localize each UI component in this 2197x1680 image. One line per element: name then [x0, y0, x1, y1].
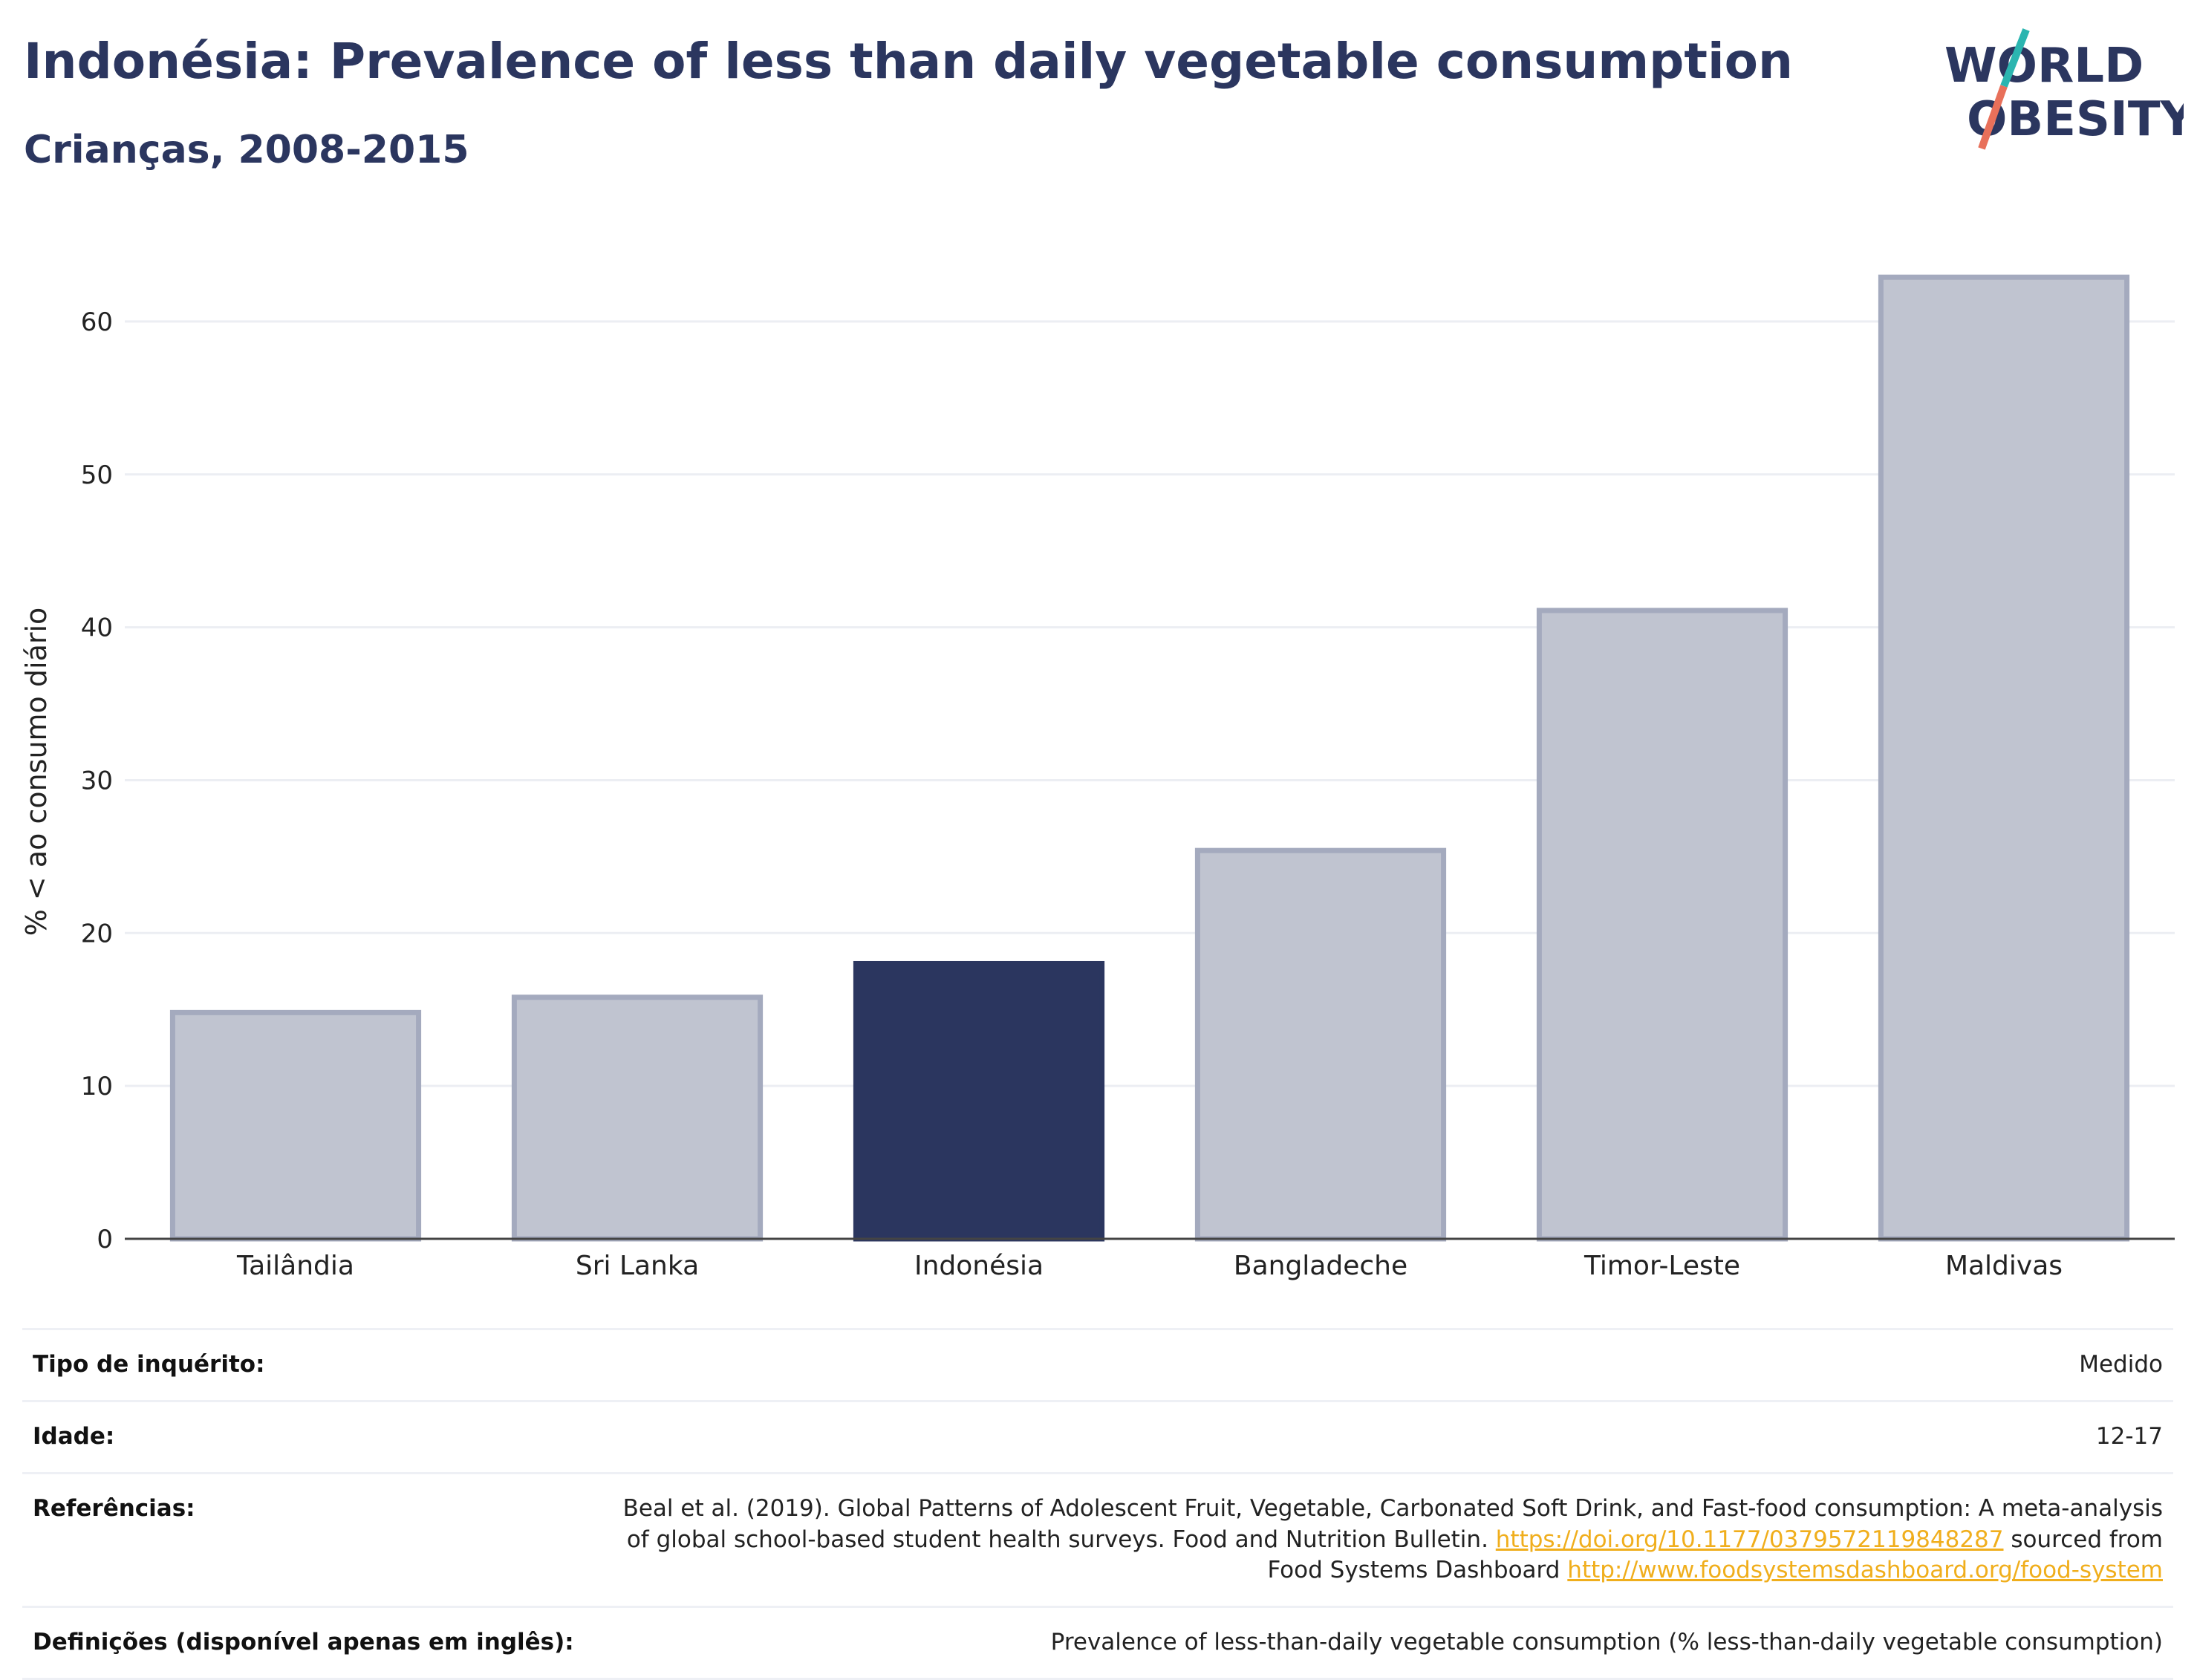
- logo-word-world: WORLD: [1944, 39, 2144, 94]
- y-tick-label: 10: [81, 1072, 113, 1101]
- references-text-1: Beal et al. (2019). Global Patterns of A…: [622, 1494, 2163, 1553]
- age-value: 12-17: [584, 1399, 2173, 1474]
- references-value: Beal et al. (2019). Global Patterns of A…: [584, 1471, 2173, 1609]
- bar-maldivas: [1878, 274, 2130, 1242]
- y-tick-labels: 0 10 20 30 40 50 60: [81, 307, 113, 1254]
- definitions-value: Prevalence of less-than-daily vegetable …: [584, 1606, 2173, 1680]
- bar-chart: 0 10 20 30 40 50 60 Tailândia Sri Lanka Indonési…: [20, 274, 2175, 1281]
- definitions-label: Definições (disponível apenas em inglês)…: [22, 1606, 585, 1680]
- y-tick-label: 50: [81, 460, 113, 490]
- chart-subtitle: Crianças, 2008-2015: [24, 128, 469, 172]
- y-tick-label: 0: [97, 1225, 113, 1254]
- bar-bangladeche: [1194, 847, 1447, 1242]
- x-tick-label: Bangladeche: [1234, 1251, 1407, 1281]
- age-label: Idade:: [22, 1399, 585, 1474]
- y-tick-label: 20: [81, 919, 113, 948]
- references-text-2: sourced from Food Systems Dashboard: [1267, 1526, 2163, 1584]
- world-obesity-logo: WORLD OBESITY: [1944, 28, 2184, 150]
- logo-slash-top: [2000, 28, 2030, 88]
- chart-title: Indonésia: Prevalence of less than daily…: [24, 33, 1793, 90]
- x-tick-label: Tailândia: [236, 1251, 354, 1281]
- row-survey-type: Tipo de inquérito: Medido: [22, 1328, 2173, 1402]
- bar-tail-ndia: [169, 1009, 422, 1242]
- bar-indon-sia: [853, 960, 1105, 1242]
- references-dashboard-link[interactable]: http://www.foodsystemsdashboard.org/food…: [1567, 1557, 2163, 1584]
- x-tick-label: Indonésia: [914, 1251, 1044, 1281]
- references-label: Referências:: [22, 1471, 585, 1609]
- bars: [169, 274, 2130, 1242]
- y-tick-label: 60: [81, 307, 113, 337]
- bar-sri-lanka: [511, 994, 764, 1242]
- survey-type-value: Medido: [584, 1328, 2173, 1402]
- bar-timor-leste: [1536, 608, 1788, 1242]
- x-tick-label: Maldivas: [1945, 1251, 2063, 1281]
- logo-word-obesity: OBESITY: [1967, 92, 2184, 147]
- references-doi-link[interactable]: https://doi.org/10.1177/0379572119848287: [1495, 1526, 2004, 1553]
- info-table: Tipo de inquérito: Medido Idade: 12-17 R…: [22, 1328, 2173, 1680]
- x-tick-label: Sri Lanka: [576, 1251, 699, 1281]
- y-tick-label: 30: [81, 766, 113, 795]
- logo-slash-bottom: [1978, 85, 2008, 150]
- row-definitions: Definições (disponível apenas em inglês)…: [22, 1606, 2173, 1680]
- survey-type-label: Tipo de inquérito:: [22, 1328, 585, 1402]
- x-tick-label: Timor-Leste: [1584, 1251, 1740, 1281]
- grid-lines: [125, 320, 2175, 1087]
- y-axis-label: % < ao consumo diário: [20, 608, 53, 937]
- x-tick-labels: Tailândia Sri Lanka Indonésia Bangladeche Ti…: [236, 1251, 2063, 1281]
- row-references: Referências: Beal et al. (2019). Global …: [22, 1471, 2173, 1609]
- y-tick-label: 40: [81, 613, 113, 643]
- row-age: Idade: 12-17: [22, 1399, 2173, 1474]
